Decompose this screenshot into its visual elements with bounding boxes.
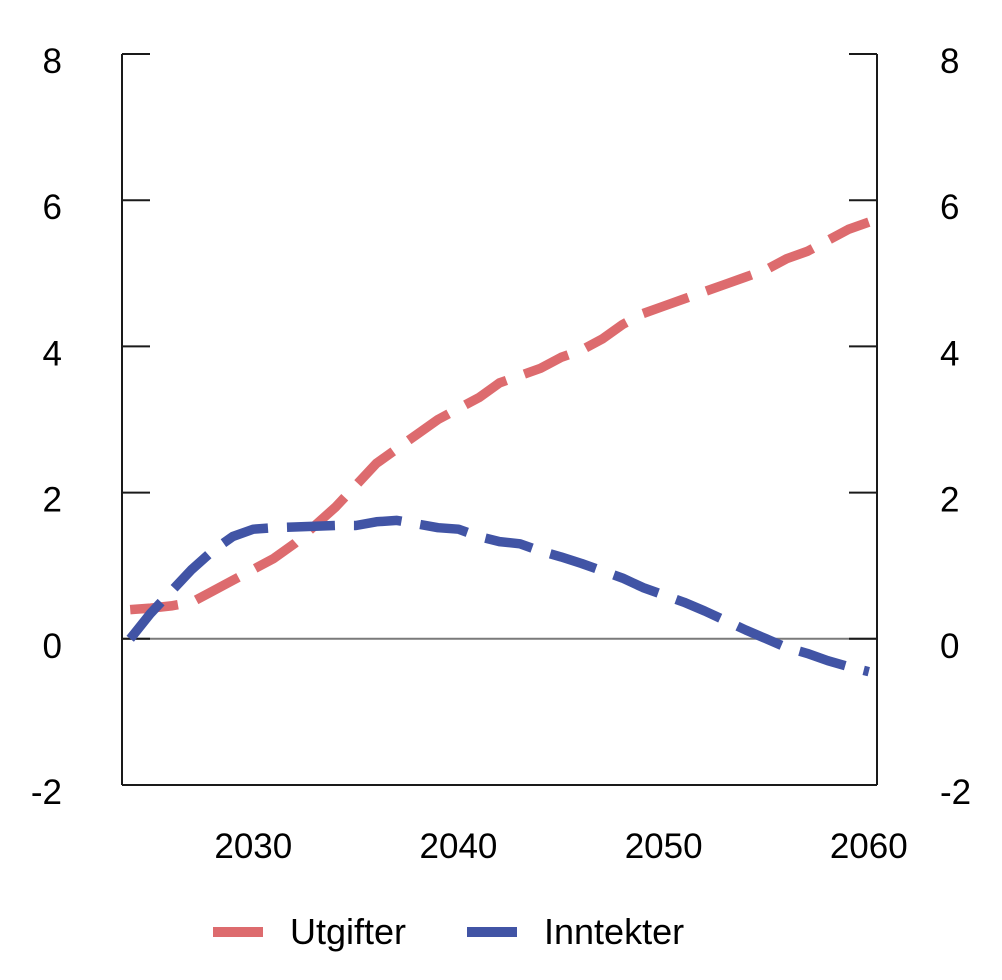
legend: Utgifter Inntekter xyxy=(0,912,1002,952)
legend-item-inntekter: Inntekter xyxy=(467,912,684,952)
x-tick-label: 2060 xyxy=(830,827,908,866)
x-tick-label: 2030 xyxy=(214,827,292,866)
y-tick-label-left: 4 xyxy=(43,334,62,373)
inntekter-dash-icon xyxy=(467,927,517,937)
y-tick-label-left: 2 xyxy=(43,481,62,520)
y-tick-label-left: 6 xyxy=(43,188,62,227)
legend-label-utgifter: Utgifter xyxy=(290,911,407,952)
y-tick-label-right: 4 xyxy=(940,334,959,373)
y-tick-label-left: 8 xyxy=(43,42,62,81)
y-tick-label-left: -2 xyxy=(31,773,62,812)
y-tick-label-right: 8 xyxy=(940,42,959,81)
x-tick-label: 2050 xyxy=(625,827,703,866)
y-tick-label-right: -2 xyxy=(940,773,971,812)
y-tick-label-right: 0 xyxy=(940,627,959,666)
legend-item-utgifter: Utgifter xyxy=(213,912,406,952)
y-tick-label-left: 0 xyxy=(43,627,62,666)
y-tick-label-right: 6 xyxy=(940,188,959,227)
x-tick-label: 2040 xyxy=(420,827,498,866)
utgifter-line xyxy=(129,217,871,615)
y-tick-label-right: 2 xyxy=(940,481,959,520)
legend-label-inntekter: Inntekter xyxy=(544,911,685,952)
utgifter-dash-icon xyxy=(213,927,263,937)
inntekter-line xyxy=(126,515,870,677)
